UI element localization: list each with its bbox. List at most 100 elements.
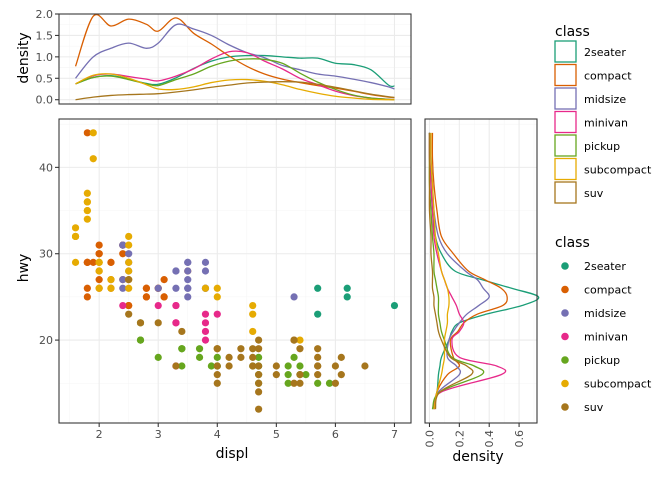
- scatter-point-compact: [142, 284, 151, 292]
- scatter-point-midsize: [290, 293, 298, 301]
- scatter-point-minivan: [172, 319, 180, 327]
- y-tick-label: 40: [39, 161, 53, 174]
- scatter-point-subcompact: [213, 284, 221, 292]
- top-y-tick-label: 0.5: [36, 72, 54, 85]
- legend-points: 2seater compact midsize minivan pickup subcom…: [561, 260, 652, 414]
- legend-point-label: pickup: [584, 354, 620, 367]
- scatter-point-compact: [142, 293, 151, 301]
- x-tick-label: 4: [214, 428, 221, 441]
- legend-line-label: minivan: [584, 117, 628, 130]
- scatter-point-suv: [213, 362, 221, 370]
- scatter-point-suv: [237, 353, 245, 361]
- scatter-point-midsize: [184, 276, 192, 284]
- scatter-point-subcompact: [71, 258, 80, 266]
- top-y-tick-label: 1.0: [36, 51, 54, 64]
- scatter-point-subcompact: [201, 284, 210, 292]
- legend-line-label: pickup: [584, 140, 620, 153]
- scatter-point-midsize: [172, 284, 180, 292]
- scatter-point-midsize: [172, 267, 180, 275]
- scatter-point-subcompact: [249, 301, 257, 310]
- scatter-point-pickup: [195, 353, 204, 361]
- scatter-point-suv: [225, 353, 233, 361]
- scatter-point-midsize: [119, 241, 127, 249]
- right-panel-bg: [425, 119, 537, 423]
- legend-point-key-minivan: [561, 332, 569, 341]
- scatter-point-subcompact: [296, 336, 304, 344]
- scatter-point-pickup: [178, 345, 186, 353]
- x-tick-label: 2: [96, 428, 103, 441]
- scatter-point-minivan: [201, 336, 210, 344]
- x-tick-label: 6: [332, 428, 339, 441]
- right-density-line-suv: [428, 132, 474, 410]
- scatter-point-suv: [125, 310, 133, 318]
- legend-point-key-subcompact: [561, 379, 569, 388]
- scatter-point-2seater: [314, 310, 322, 318]
- scatter-point-pickup: [290, 353, 298, 361]
- scatter-point-midsize: [184, 293, 192, 301]
- legend-lines-title: class: [555, 24, 590, 40]
- scatter-point-minivan: [154, 301, 162, 310]
- scatter-point-pickup: [154, 353, 162, 361]
- scatter-point-2seater: [343, 284, 351, 292]
- scatter-point-minivan: [213, 310, 221, 318]
- scatter-point-suv: [331, 379, 340, 387]
- scatter-point-suv: [249, 353, 257, 361]
- scatter-point-compact: [95, 276, 103, 284]
- scatter-point-subcompact: [71, 224, 80, 232]
- scatter-point-suv: [136, 319, 145, 327]
- legend-line-label: suv: [584, 187, 604, 200]
- scatter-point-pickup: [284, 362, 292, 370]
- scatter-point-compact: [107, 258, 115, 266]
- scatter-point-2seater: [314, 284, 322, 292]
- scatter-point-midsize: [201, 267, 210, 275]
- right-density-panel: 0.0 0.2 0.4 0.6: [423, 118, 540, 448]
- right-x-tick-label: 0.0: [423, 430, 436, 448]
- scatter-point-suv: [255, 388, 263, 396]
- scatter-point-suv: [213, 371, 221, 379]
- legend-line-key-midsize: [554, 87, 577, 110]
- legend-point-label: subcompact: [584, 378, 652, 391]
- scatter-point-subcompact: [125, 241, 133, 249]
- scatter-point-pickup: [178, 362, 186, 370]
- legend-line-key-pickup: [554, 134, 577, 157]
- scatter-point-subcompact: [249, 310, 257, 318]
- scatter-point-compact: [95, 241, 103, 249]
- scatter-point-pickup: [255, 353, 263, 361]
- legend-point-key-suv: [561, 403, 569, 411]
- top-y-tick-label: 1.5: [36, 29, 54, 42]
- scatter-point-compact: [89, 258, 97, 266]
- scatter-point-suv: [272, 362, 280, 370]
- scatter-point-subcompact: [249, 327, 257, 336]
- scatter-point-minivan: [201, 327, 210, 336]
- scatter-point-compact: [160, 293, 168, 301]
- scatter-point-suv: [314, 371, 322, 379]
- scatter-point-pickup: [207, 362, 215, 370]
- scatter-point-2seater: [390, 301, 399, 310]
- legend-point-label: midsize: [584, 307, 626, 320]
- top-density-panel: 0.0 0.5 1.0 1.5 2.0: [36, 8, 412, 107]
- legend-line-label: compact: [584, 70, 632, 83]
- scatter-point-suv: [178, 327, 186, 336]
- legend-point-key-pickup: [561, 356, 569, 364]
- scatter-point-pickup: [284, 371, 292, 379]
- legend-line-label: 2seater: [584, 46, 626, 59]
- scatter-point-subcompact: [107, 284, 115, 292]
- scatter-point-subcompact: [83, 215, 91, 223]
- scatter-point-midsize: [184, 284, 192, 292]
- scatter-point-suv: [255, 405, 263, 413]
- scatter-point-compact: [83, 284, 91, 292]
- scatter-point-suv: [172, 362, 180, 370]
- legend-point-key-2seater: [561, 262, 569, 270]
- x-tick-label: 7: [391, 428, 398, 441]
- scatter-point-suv: [213, 379, 221, 387]
- top-panel-border: [58, 13, 412, 105]
- scatter-point-suv: [249, 362, 257, 370]
- scatter-point-pickup: [296, 362, 304, 370]
- scatter-point-subcompact: [213, 293, 221, 301]
- right-x-tick-label: 0.6: [513, 430, 526, 448]
- scatter-point-minivan: [201, 319, 210, 327]
- scatter-point-compact: [83, 129, 91, 137]
- top-density-line-midsize: [75, 23, 395, 90]
- scatter-point-suv: [255, 362, 263, 370]
- top-density-line-subcompact: [75, 73, 395, 101]
